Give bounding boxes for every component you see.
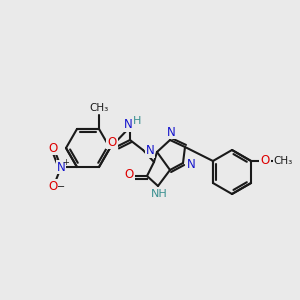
Text: H: H — [133, 116, 141, 126]
Text: CH₃: CH₃ — [89, 103, 109, 113]
Text: N: N — [57, 160, 65, 174]
Text: O: O — [260, 154, 270, 167]
Text: O: O — [48, 180, 58, 193]
Text: O: O — [124, 169, 134, 182]
Text: N: N — [187, 158, 195, 170]
Text: CH₃: CH₃ — [273, 156, 293, 166]
Text: N: N — [124, 118, 132, 131]
Text: −: − — [57, 182, 65, 192]
Text: N: N — [167, 125, 176, 139]
Text: O: O — [48, 142, 58, 154]
Text: NH: NH — [151, 189, 167, 199]
Text: N: N — [146, 145, 154, 158]
Text: O: O — [107, 136, 117, 148]
Text: +: + — [63, 158, 69, 166]
